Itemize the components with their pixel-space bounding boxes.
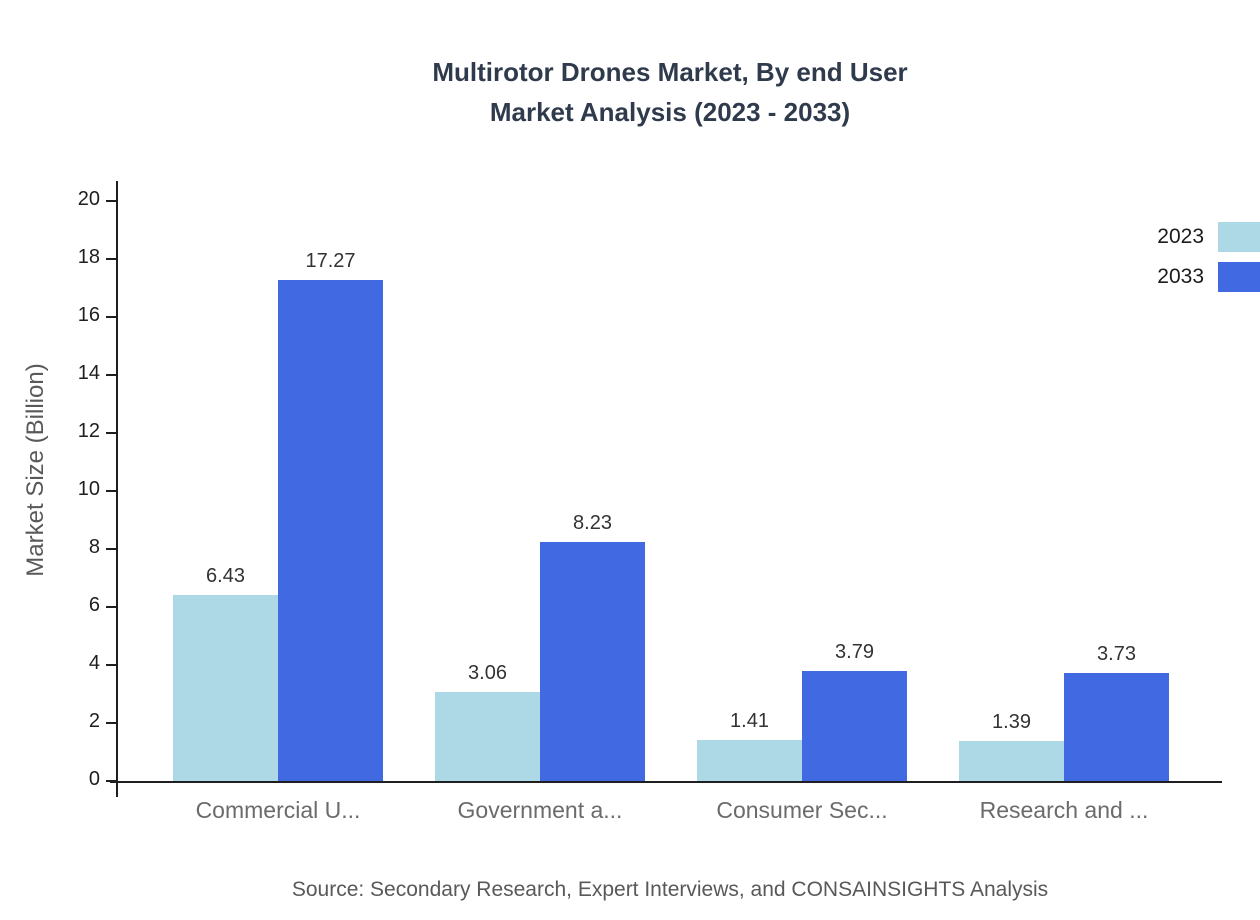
- page-title: Multirotor Drones Market, By end User Ma…: [80, 52, 1260, 132]
- bar-value-label: 6.43: [206, 565, 245, 587]
- y-axis-tick-label: 12: [77, 420, 100, 442]
- y-axis-tick: [106, 664, 116, 666]
- legend-swatch-2033: [1218, 262, 1260, 292]
- y-axis-tick: [106, 780, 116, 782]
- bar-2023-category-1: [173, 595, 278, 781]
- y-axis-tick-label: 0: [88, 768, 100, 790]
- y-axis-tick: [106, 374, 116, 376]
- legend: 2023 2033: [1157, 222, 1260, 292]
- x-axis-category-label: Government a...: [457, 797, 623, 823]
- bar-2033-category-2: [540, 542, 645, 781]
- page-title-line-2: Market Analysis (2023 - 2033): [489, 97, 851, 127]
- bar-2023-category-4: [959, 741, 1064, 781]
- y-axis-tick-label: 18: [77, 246, 100, 268]
- y-axis-title: Market Size (Billion): [22, 363, 49, 577]
- bar-2023-category-3: [697, 740, 802, 781]
- y-axis-tick-label: 16: [77, 304, 100, 326]
- bar-value-label: 17.27: [305, 250, 356, 272]
- x-axis-corner-tick: [116, 783, 118, 797]
- page-title-line-1: Multirotor Drones Market, By end User: [432, 57, 908, 87]
- y-axis-tick-label: 2: [88, 710, 100, 732]
- x-axis-category-label: Consumer Sec...: [716, 797, 888, 823]
- bar-value-label: 1.41: [730, 710, 769, 732]
- bar-2033-category-4: [1064, 673, 1169, 781]
- bar-value-label: 3.73: [1097, 643, 1136, 665]
- bar-2033-category-3: [802, 671, 907, 781]
- legend-label-2033: 2033: [1157, 265, 1204, 288]
- y-axis-tick: [106, 258, 116, 260]
- legend-item-2033: 2033: [1157, 262, 1260, 292]
- plot-area: 0 2 4 6 8 10 12 14 16 18 20 6.43 17.27 Commercial U..…: [78, 181, 1222, 823]
- x-axis-line: [110, 781, 1222, 783]
- y-axis-tick: [106, 200, 116, 202]
- y-axis-tick: [106, 606, 116, 608]
- legend-item-2023: 2023: [1157, 222, 1260, 252]
- legend-swatch-2023: [1218, 222, 1260, 252]
- y-axis-tick-label: 8: [88, 536, 100, 558]
- bar-2023-category-2: [435, 692, 540, 781]
- legend-label-2023: 2023: [1157, 225, 1204, 248]
- y-axis-tick-label: 6: [88, 594, 100, 616]
- bar-value-label: 8.23: [573, 512, 612, 534]
- y-axis-tick: [106, 490, 116, 492]
- y-axis-tick-label: 14: [77, 362, 100, 384]
- x-axis-category-label: Commercial U...: [195, 797, 361, 823]
- bar-value-label: 3.79: [835, 641, 874, 663]
- y-axis-tick-label: 10: [77, 478, 100, 500]
- y-axis-tick-label: 20: [77, 188, 100, 210]
- y-axis-tick: [106, 316, 116, 318]
- bar-2033-category-1: [278, 280, 383, 781]
- bar-value-label: 3.06: [468, 662, 507, 684]
- x-axis-category-label: Research and ...: [979, 797, 1149, 823]
- y-axis-tick: [106, 722, 116, 724]
- source-attribution: Source: Secondary Research, Expert Inter…: [291, 878, 1049, 901]
- bar-value-label: 1.39: [992, 711, 1031, 733]
- y-axis-tick-label: 4: [88, 652, 100, 674]
- y-axis-tick: [106, 432, 116, 434]
- y-axis-tick: [106, 548, 116, 550]
- y-axis-line: [116, 181, 118, 781]
